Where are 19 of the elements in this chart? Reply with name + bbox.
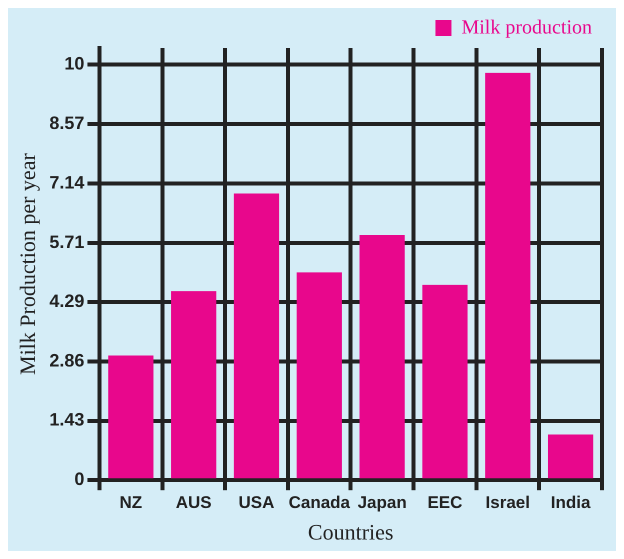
y-tick-label: 4.29 [49,290,84,311]
y-tick-label: 7.14 [49,172,84,192]
x-tick-label: Japan [358,493,407,512]
x-tick-label: EEC [427,493,462,512]
x-tick-label: Israel [486,493,530,512]
y-tick-label: 5.71 [49,232,84,252]
x-tick-label: India [550,493,591,512]
x-tick-label: NZ [120,493,142,512]
y-tick-label: 8.57 [49,113,84,134]
y-axis-title: Milk Production per year [14,152,40,375]
x-tick-label: AUS [176,493,212,512]
x-tick-label: USA [238,493,274,512]
y-tick-label: 0 [74,469,84,490]
x-tick-label: Canada [288,493,351,512]
y-tick-label: 2.86 [49,350,84,370]
legend-label: Milk production [461,16,592,38]
y-tick-label: 10 [64,54,84,74]
y-tick-label: 1.43 [49,410,84,430]
x-axis-title: Countries [308,520,394,545]
